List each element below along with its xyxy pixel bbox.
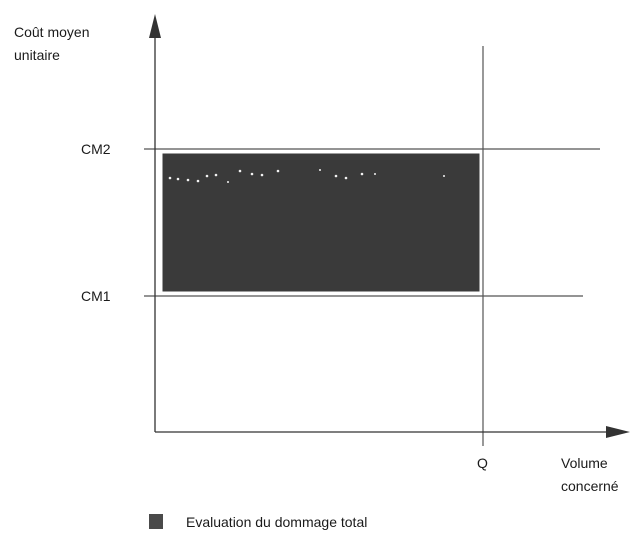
legend-label: Evaluation du dommage total	[186, 514, 367, 530]
legend-swatch	[149, 514, 163, 529]
cm2-label: CM2	[81, 141, 111, 157]
x-axis-label-line1: Volume	[561, 455, 608, 471]
x-axis-label-line2: concerné	[561, 478, 619, 494]
y-axis-label-line1: Coût moyen	[14, 24, 89, 40]
cm1-label: CM1	[81, 288, 111, 304]
x-axis-arrowhead	[606, 426, 630, 438]
y-axis-arrowhead	[149, 14, 161, 38]
total-damage-area	[159, 150, 483, 295]
q-label: Q	[477, 455, 488, 471]
y-axis-label-line2: unitaire	[14, 47, 60, 63]
area-specks	[168, 169, 445, 183]
